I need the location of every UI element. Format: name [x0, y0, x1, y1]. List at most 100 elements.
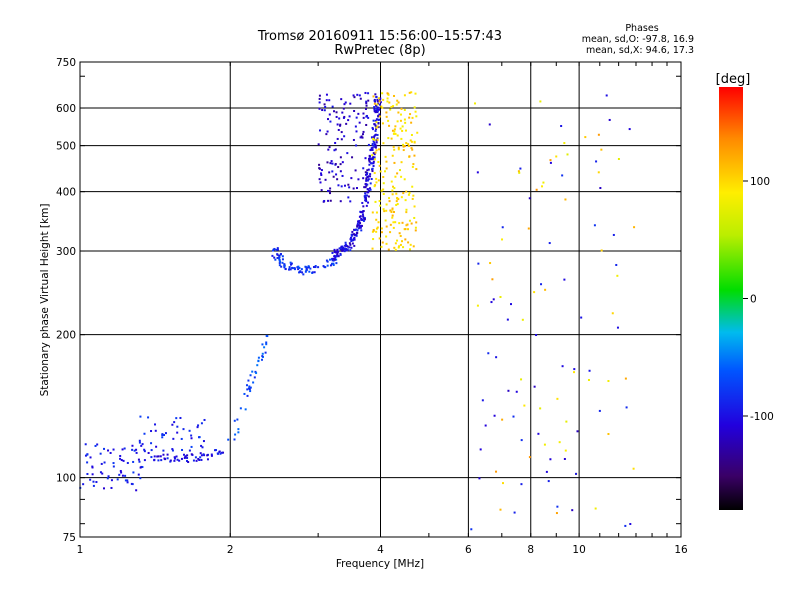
data-point [373, 138, 376, 141]
data-point [379, 170, 382, 173]
data-point [332, 257, 335, 260]
data-point [368, 187, 371, 190]
data-point [244, 408, 247, 411]
data-point [489, 262, 492, 265]
colorbar-tick-label: -100 [750, 411, 774, 423]
data-point [332, 264, 335, 267]
data-point [563, 457, 566, 460]
data-point [289, 268, 292, 271]
data-point [385, 242, 388, 245]
data-point [319, 129, 322, 132]
data-point [393, 148, 396, 151]
data-point [409, 248, 412, 251]
data-point [373, 123, 376, 126]
data-point [195, 459, 198, 462]
data-point [89, 456, 92, 459]
data-point [575, 472, 578, 475]
data-point [203, 418, 206, 421]
data-point [549, 161, 552, 164]
data-point [236, 418, 239, 421]
data-point [308, 270, 311, 273]
data-point [330, 160, 333, 163]
data-point [278, 259, 281, 262]
data-point [176, 425, 179, 428]
data-point [368, 159, 371, 162]
data-point [400, 175, 403, 178]
data-point [392, 226, 395, 229]
data-point [352, 239, 355, 242]
data-point [349, 200, 352, 203]
data-point [413, 154, 416, 157]
data-point [399, 119, 402, 122]
data-points [79, 91, 636, 531]
data-point [392, 210, 395, 213]
data-point [371, 126, 374, 129]
data-point [210, 454, 213, 457]
data-point [365, 177, 368, 180]
data-point [352, 138, 355, 141]
x-axis-label: Frequency [MHz] [336, 558, 424, 570]
data-point [276, 253, 279, 256]
data-point [140, 444, 143, 447]
data-point [357, 220, 360, 223]
y-tick-label: 100 [56, 473, 76, 485]
data-point [159, 455, 162, 458]
data-point [290, 262, 293, 265]
data-point [281, 261, 284, 264]
data-point [352, 187, 355, 190]
data-point [611, 312, 614, 315]
data-point [99, 471, 102, 474]
data-point [328, 113, 331, 116]
data-point [373, 158, 376, 161]
data-point [355, 228, 358, 231]
data-point [219, 452, 222, 455]
data-point [517, 170, 520, 173]
data-point [523, 404, 526, 407]
data-point [560, 125, 563, 128]
data-point [331, 257, 334, 260]
data-point [388, 124, 391, 127]
data-point [227, 438, 230, 441]
data-point [188, 429, 191, 432]
data-point [370, 136, 373, 139]
data-point [216, 452, 219, 455]
data-point [317, 266, 320, 269]
data-point [367, 178, 370, 181]
data-point [141, 443, 144, 446]
data-point [336, 137, 339, 140]
data-point [382, 176, 385, 179]
data-point [171, 448, 174, 451]
data-point [372, 156, 375, 159]
data-point [372, 162, 375, 165]
data-point [378, 100, 381, 103]
data-point [271, 254, 274, 257]
data-point [375, 227, 378, 230]
data-point [355, 130, 358, 133]
data-point [335, 255, 338, 258]
colorbar-ticks: 100 0 -100 [743, 176, 774, 423]
data-point [501, 226, 504, 229]
data-point [305, 269, 308, 272]
data-point [408, 155, 411, 158]
data-point [380, 227, 383, 230]
data-point [317, 143, 320, 146]
data-point [573, 368, 576, 371]
data-point [409, 113, 412, 116]
data-point [547, 480, 550, 483]
data-point [396, 99, 399, 102]
data-point [331, 162, 334, 165]
data-point [175, 455, 178, 458]
data-point [624, 524, 627, 527]
data-point [408, 116, 411, 119]
data-point [139, 466, 142, 469]
data-point [309, 267, 312, 270]
data-point [331, 105, 334, 108]
data-point [311, 271, 314, 274]
data-point [362, 112, 365, 115]
data-point [347, 119, 350, 122]
data-point [390, 105, 393, 108]
data-point [356, 232, 359, 235]
data-point [327, 189, 330, 192]
data-point [143, 448, 146, 451]
data-point [323, 199, 326, 202]
